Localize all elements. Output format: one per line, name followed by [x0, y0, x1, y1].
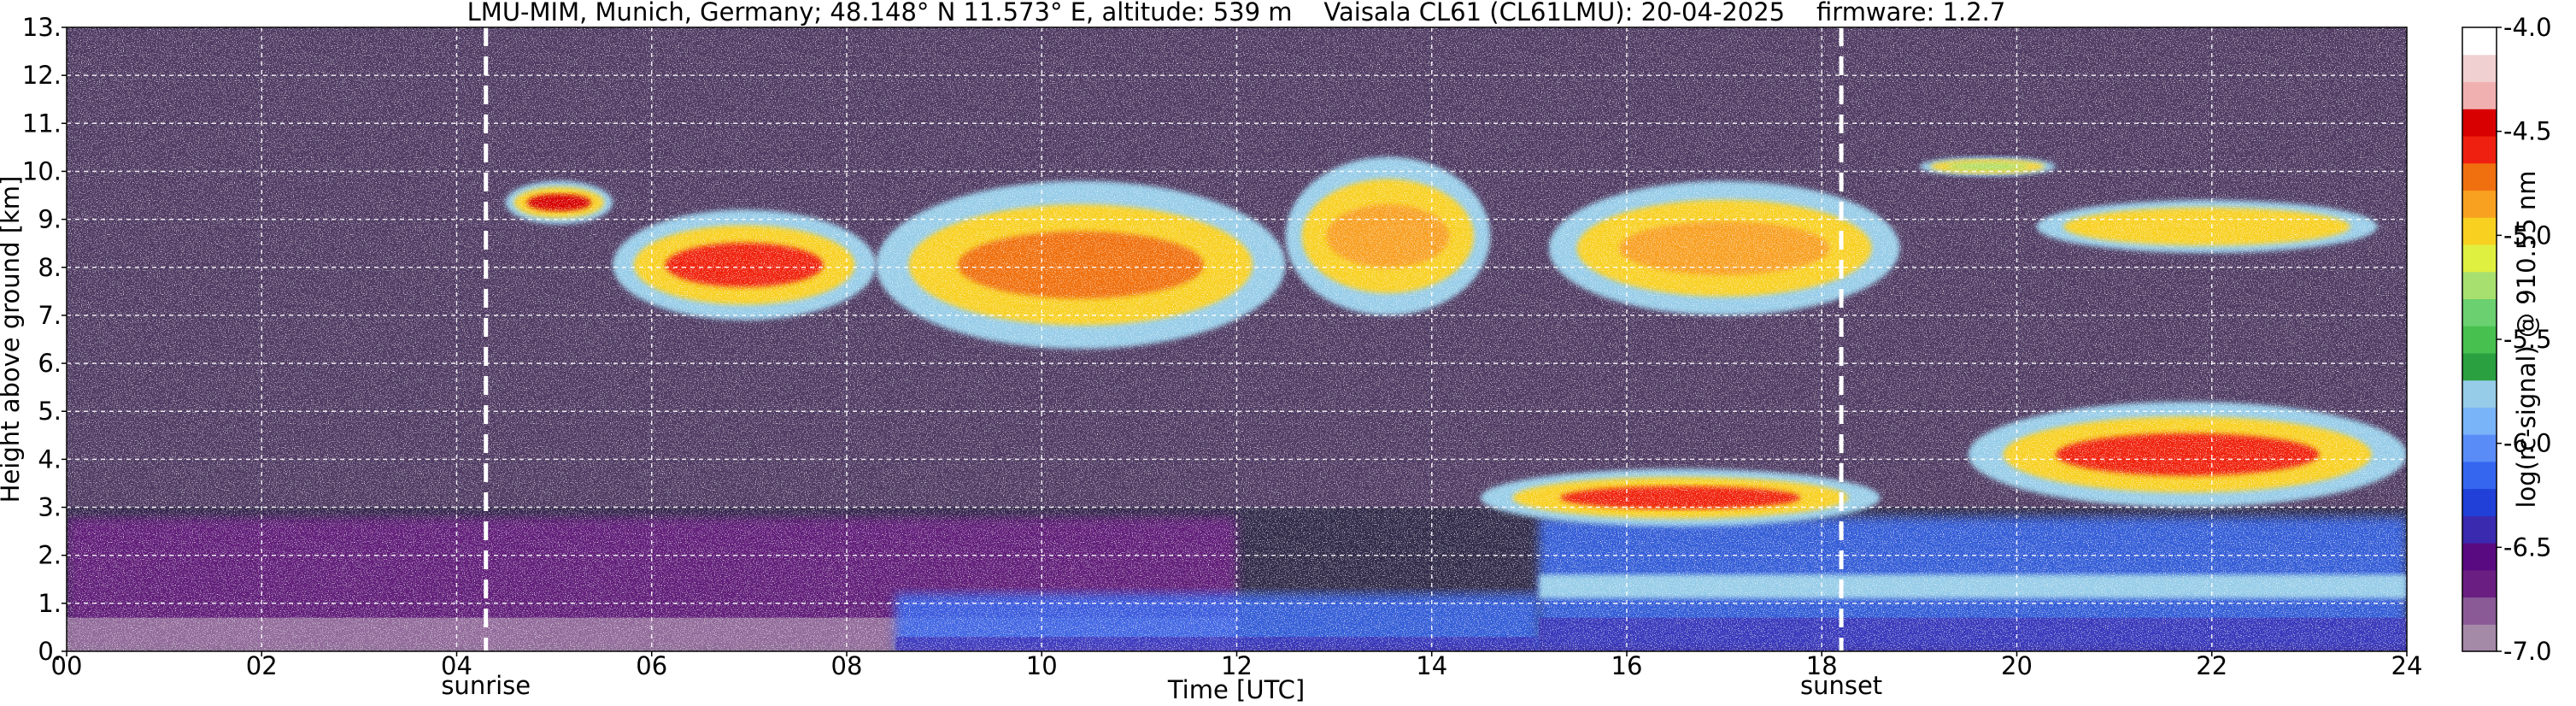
y-tick-label: 6. [38, 349, 62, 378]
colorbar-tick-label: -6.5 [2503, 532, 2552, 562]
y-tick-label: 3. [38, 493, 62, 522]
grid-layer [67, 27, 2407, 651]
marker-label-sunrise: sunrise [441, 671, 531, 700]
y-tick-label: 12. [22, 61, 62, 90]
colorbar-label: log(rc-signal) @ 910.55 nm [2512, 170, 2541, 508]
colorbar-segment [2462, 244, 2497, 273]
x-tick-label: 08 [831, 651, 863, 680]
colorbar-segment [2462, 27, 2497, 56]
colorbar-segment [2462, 326, 2497, 354]
colorbar-segment [2462, 135, 2497, 164]
chart-title: LMU-MIM, Munich, Germany; 48.148° N 11.5… [467, 0, 2006, 26]
colorbar-segment [2462, 515, 2497, 544]
x-tick-label: 14 [1416, 651, 1447, 680]
x-tick-label: 16 [1611, 651, 1643, 680]
x-axis-ticks: 00 02 04 06 08 10 12 14 16 18 20 22 24 [51, 651, 2423, 680]
colorbar-segment [2462, 379, 2497, 408]
colorbar-tick-label: -5.5 [2503, 325, 2552, 354]
colorbar-segment [2462, 624, 2497, 652]
x-tick-label: 02 [246, 651, 278, 680]
y-tick-label: 9. [38, 205, 62, 234]
y-tick-label: 13. [22, 13, 62, 42]
x-tick-label: 18 [1806, 651, 1838, 680]
colorbar-segment [2462, 461, 2497, 490]
plot-area [67, 27, 2407, 651]
colorbar-segment [2462, 109, 2497, 137]
colorbar-tick-label: -7.0 [2503, 637, 2552, 666]
colorbar-segment [2462, 488, 2497, 516]
colorbar-segment [2462, 434, 2497, 462]
x-tick-label: 20 [2001, 651, 2033, 680]
colorbar-tick-label: -4.5 [2503, 117, 2552, 146]
y-tick-label: 11. [22, 109, 62, 138]
colorbar-tick-label: -4.0 [2503, 13, 2552, 42]
x-tick-label: 12 [1221, 651, 1253, 680]
colorbar-segment [2462, 407, 2497, 435]
colorbar-segment [2462, 190, 2497, 218]
colorbar: -4.0 -4.5 -5.0 -5.5 -6.0 -6.5 -7.0 [2462, 13, 2552, 666]
colorbar-segment [2462, 298, 2497, 327]
colorbar-segment [2462, 543, 2497, 571]
x-tick-label: 22 [2196, 651, 2227, 680]
x-tick-label: 06 [636, 651, 667, 680]
colorbar-tick-label: -5.0 [2503, 221, 2552, 250]
y-tick-label: 2. [38, 541, 62, 570]
colorbar-tick-label: -6.0 [2503, 429, 2552, 458]
colorbar-segment [2462, 271, 2497, 299]
y-tick-label: 7. [38, 301, 62, 330]
y-tick-label: 10. [22, 156, 62, 185]
colorbar-segment [2462, 162, 2497, 191]
colorbar-segment [2462, 81, 2497, 109]
y-tick-label: 8. [38, 253, 62, 282]
y-tick-label: 0. [38, 637, 62, 666]
marker-labels: sunrise sunset [441, 671, 1882, 700]
x-tick-label: 04 [441, 651, 472, 680]
y-axis-ticks: 0. 1. 2. 3. 4. 5. 6. 7. 8. 9. 10. 11. 12. 13. [22, 13, 67, 666]
y-axis-label: Height above ground [km] [0, 176, 25, 503]
x-tick-label: 10 [1026, 651, 1058, 680]
y-tick-label: 1. [38, 589, 62, 618]
marker-label-sunset: sunset [1800, 671, 1882, 700]
y-tick-label: 4. [38, 444, 62, 474]
marker-layer [484, 27, 1844, 651]
x-tick-label: 00 [51, 651, 83, 680]
colorbar-segment [2462, 569, 2497, 598]
colorbar-segment [2462, 597, 2497, 625]
colorbar-segment [2462, 352, 2497, 381]
colorbar-segment [2462, 54, 2497, 83]
colorbar-segment [2462, 217, 2497, 245]
x-tick-label: 24 [2391, 651, 2423, 680]
y-tick-label: 5. [38, 397, 62, 426]
x-axis-label: Time [UTC] [1167, 675, 1305, 704]
